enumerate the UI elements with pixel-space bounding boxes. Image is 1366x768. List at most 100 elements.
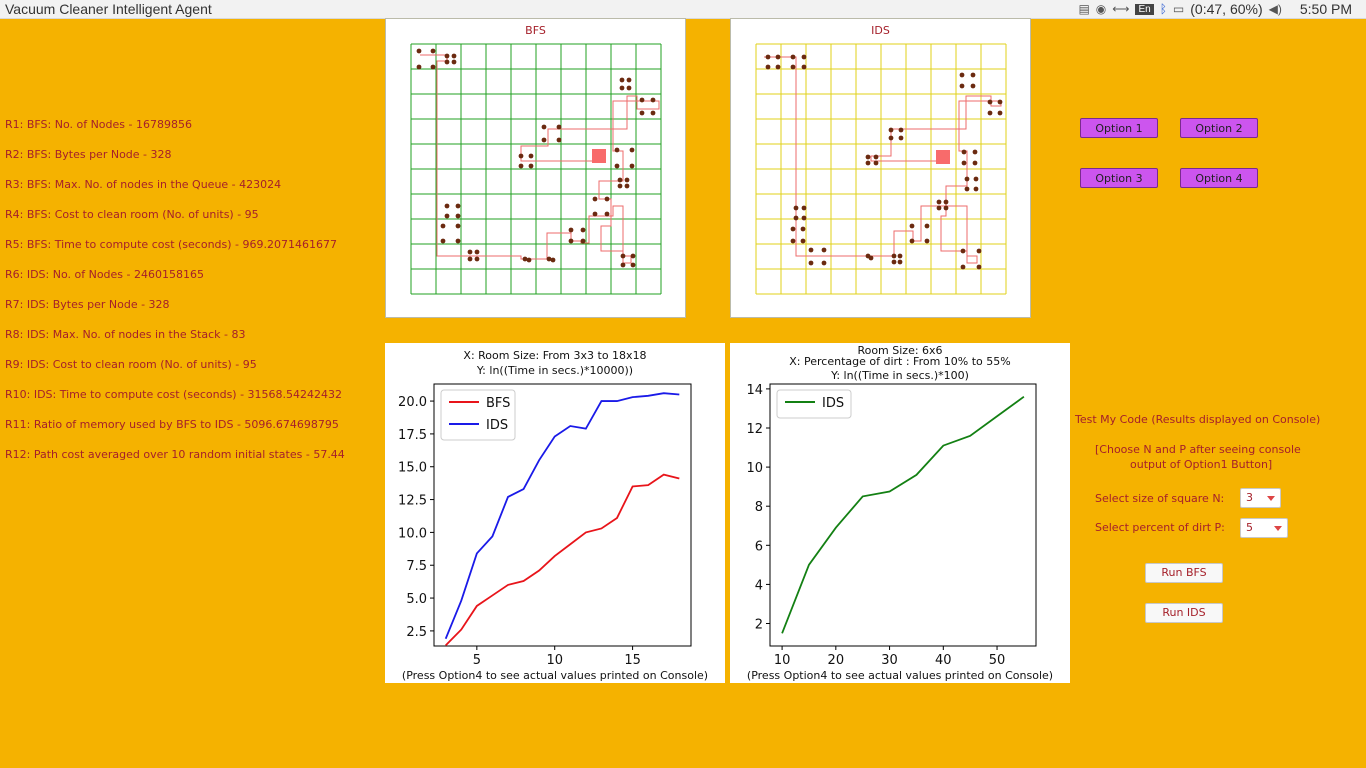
dirt-dot [987, 110, 993, 116]
dirt-dot [891, 253, 897, 259]
chart2-title-line1: Room Size: 6x6 [857, 344, 943, 357]
dirt-dot [580, 238, 586, 244]
legend-label: IDS [822, 396, 844, 411]
ids-grid-canvas [755, 43, 1007, 295]
dirt-dot [888, 127, 894, 133]
option-1-button[interactable]: Option 1 [1080, 118, 1158, 138]
x-tick-label: 50 [989, 653, 1006, 668]
y-tick-label: 20.0 [398, 395, 427, 410]
dirt-p-label: Select percent of dirt P: [1095, 521, 1225, 534]
test-note-line2: output of Option1 Button] [1130, 458, 1273, 471]
dirt-dot [800, 226, 806, 232]
y-tick-label: 5.0 [406, 592, 427, 607]
result-r12: R12: Path cost averaged over 10 random i… [5, 448, 345, 461]
dirt-dot [936, 205, 942, 211]
keyboard-layout-indicator[interactable]: En [1135, 3, 1154, 15]
dirt-dot [430, 64, 436, 70]
option-4-button[interactable]: Option 4 [1180, 168, 1258, 188]
size-n-value: 3 [1246, 491, 1253, 504]
result-r6: R6: IDS: No. of Nodes - 2460158165 [5, 268, 204, 281]
dirt-dot [909, 238, 915, 244]
dirt-dot [592, 211, 598, 217]
volume-icon[interactable]: ◀) [1268, 2, 1282, 16]
dirt-dot [790, 64, 796, 70]
clipboard-icon[interactable]: ▤ [1078, 2, 1090, 16]
dirt-dot [614, 147, 620, 153]
dirt-dot [865, 160, 871, 166]
dirt-dot [970, 83, 976, 89]
x-tick-label: 15 [624, 653, 641, 668]
result-r9: R9: IDS: Cost to clean room (No. of unit… [5, 358, 257, 371]
chart2-title-line2: X: Percentage of dirt : From 10% to 55% [789, 355, 1011, 368]
chart1-footer: (Press Option4 to see actual values prin… [401, 669, 709, 682]
x-tick-label: 5 [473, 653, 481, 668]
dirt-dot [451, 59, 457, 65]
dirt-dot [650, 110, 656, 116]
y-tick-label: 8 [755, 500, 763, 515]
dirt-dot [556, 124, 562, 130]
dirt-dot [626, 85, 632, 91]
series-line-bfs [445, 473, 680, 646]
dirt-dot [888, 135, 894, 141]
option-3-button[interactable]: Option 3 [1080, 168, 1158, 188]
dirt-dot [455, 203, 461, 209]
chart2-title-line3: Y: ln((Time in secs.)*100) [831, 369, 969, 382]
dirt-dot [897, 253, 903, 259]
run-bfs-button[interactable]: Run BFS [1145, 563, 1223, 583]
result-r4: R4: BFS: Cost to clean room (No. of unit… [5, 208, 259, 221]
chart1-plot: 5 10 15 2.5 5.0 7.5 10.0 12.5 15.0 17.5 20.0 BFS IDS [398, 383, 692, 668]
dirt-dot [793, 215, 799, 221]
chevron-down-icon [1274, 526, 1282, 531]
dirt-dot [943, 199, 949, 205]
dirt-dot [592, 196, 598, 202]
dirt-dot [790, 54, 796, 60]
dirt-dot [790, 226, 796, 232]
option-2-button[interactable]: Option 2 [1180, 118, 1258, 138]
dirt-dot [467, 249, 473, 255]
plot-frame [769, 383, 1037, 647]
ids-path [764, 56, 1002, 264]
dirt-dot [873, 160, 879, 166]
dirt-dot [474, 256, 480, 262]
dirt-dot [801, 54, 807, 60]
dirt-p-select[interactable]: 5 [1240, 518, 1288, 538]
dirt-dot [987, 99, 993, 105]
battery-icon[interactable]: ▭ [1172, 2, 1185, 16]
chart2-plot: 10 20 30 40 50 2 4 6 8 10 12 14 IDS [746, 383, 1037, 668]
dirt-dot [620, 253, 626, 259]
run-ids-button[interactable]: Run IDS [1145, 603, 1223, 623]
bluetooth-icon[interactable]: ᛒ [1159, 2, 1167, 16]
bfs-vacuum-agent [592, 149, 606, 163]
dirt-dot [959, 83, 965, 89]
dirt-dot [550, 257, 556, 263]
dirt-dot [518, 153, 524, 159]
dirt-dot [970, 72, 976, 78]
y-tick-label: 15.0 [398, 461, 427, 476]
dirt-dot [973, 176, 979, 182]
dirt-dot [790, 238, 796, 244]
y-tick-label: 4 [755, 578, 763, 593]
title-bar: Vacuum Cleaner Intelligent Agent ▤ ◉ ⟷ E… [0, 0, 1366, 19]
plot-frame [433, 383, 692, 647]
dirt-dot [528, 153, 534, 159]
size-n-label: Select size of square N: [1095, 492, 1225, 505]
legend-label: IDS [486, 418, 508, 433]
dirt-dot [626, 77, 632, 83]
result-r7: R7: IDS: Bytes per Node - 328 [5, 298, 170, 311]
result-r11: R11: Ratio of memory used by BFS to IDS … [5, 418, 339, 431]
network-icon[interactable]: ⟷ [1112, 2, 1130, 16]
dirt-dot [455, 238, 461, 244]
dirt-dot [639, 110, 645, 116]
dirt-dot [444, 203, 450, 209]
dirt-dot [416, 64, 422, 70]
clock[interactable]: 5:50 PM [1299, 1, 1352, 17]
dirt-dot [619, 85, 625, 91]
camera-icon[interactable]: ◉ [1095, 2, 1107, 16]
y-tick-label: 2.5 [406, 625, 427, 640]
dirt-dot [541, 137, 547, 143]
size-n-select[interactable]: 3 [1240, 488, 1281, 508]
result-r1: R1: BFS: No. of Nodes - 16789856 [5, 118, 192, 131]
dirt-dot [556, 137, 562, 143]
dirt-dot [775, 64, 781, 70]
y-tick-label: 12 [746, 422, 763, 437]
